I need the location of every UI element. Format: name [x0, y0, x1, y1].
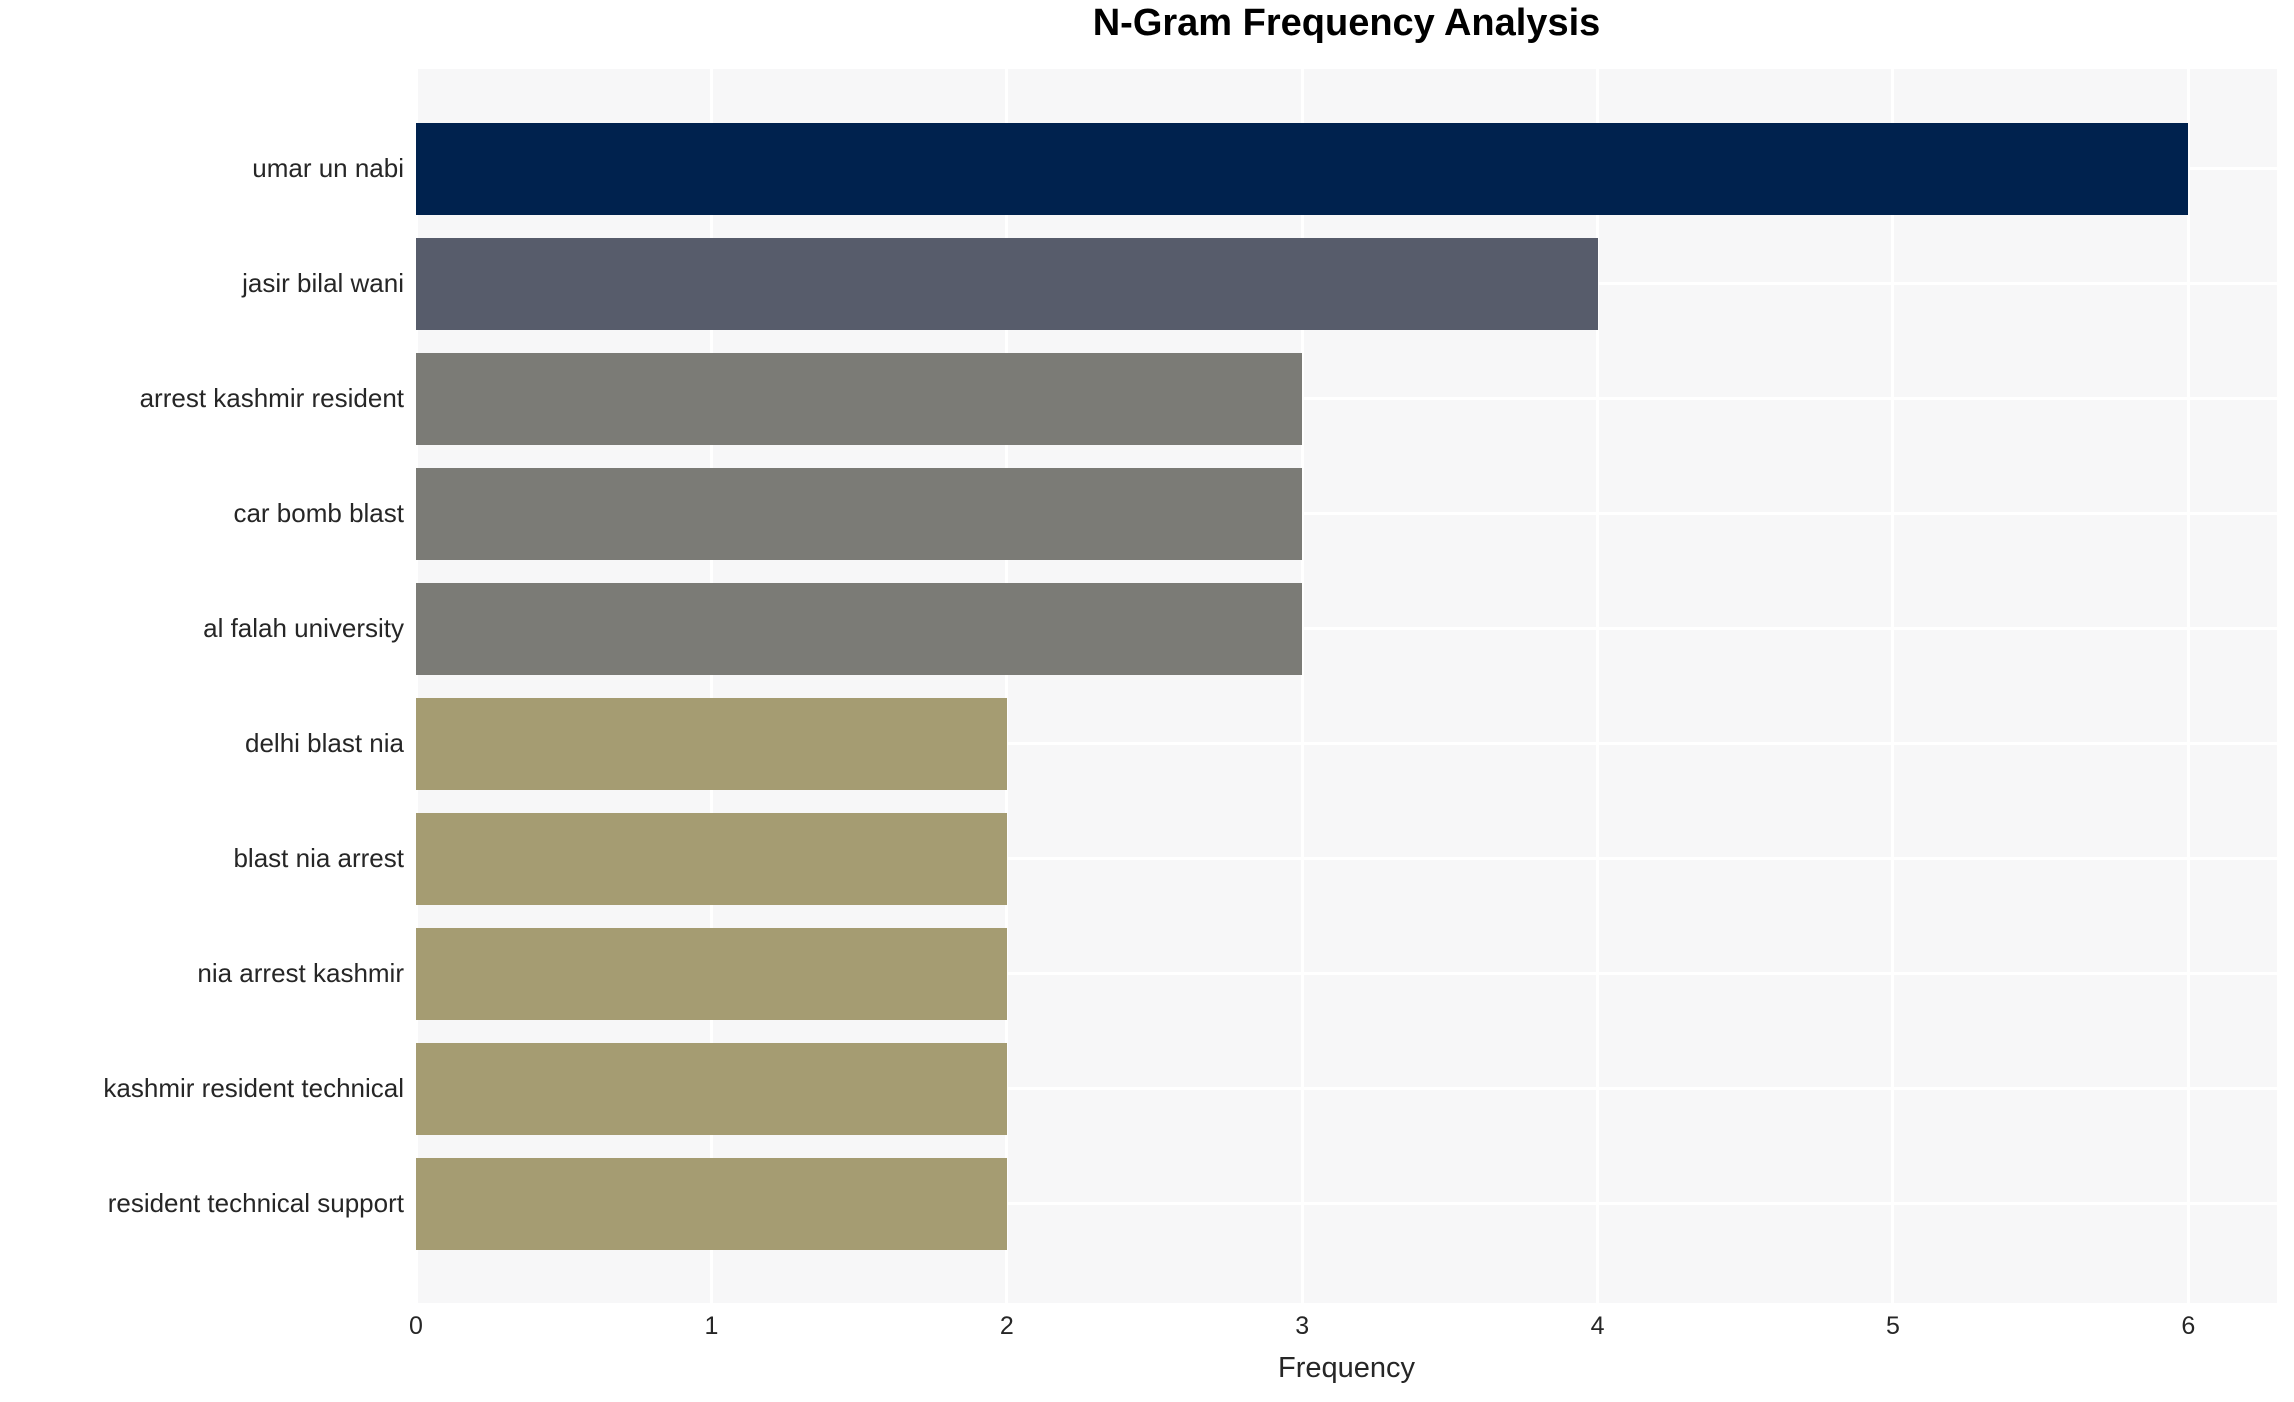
- bar-row: [416, 571, 2277, 686]
- bar-row: [416, 456, 2277, 571]
- x-tick-label: 2: [999, 1312, 1014, 1340]
- y-label-row: nia arrest kashmir: [0, 916, 404, 1031]
- horizontal-gridline: [416, 1087, 2277, 1090]
- horizontal-gridline: [416, 1202, 2277, 1205]
- y-label-row: arrest kashmir resident: [0, 341, 404, 456]
- bar-rows: [416, 69, 2277, 1303]
- vertical-gridline: [709, 69, 713, 1303]
- x-tick-label: 5: [1886, 1312, 1900, 1340]
- vertical-gridline: [1300, 69, 1304, 1303]
- horizontal-gridline: [416, 627, 2277, 630]
- y-tick-label: car bomb blast: [233, 498, 404, 528]
- vertical-gridline: [1891, 69, 1895, 1303]
- bar-kashmir-resident-technical: [416, 1042, 1007, 1135]
- vertical-gridline: [1005, 69, 1009, 1303]
- y-tick-label: nia arrest kashmir: [197, 958, 404, 988]
- chart-title: N-Gram Frequency Analysis: [1092, 2, 1601, 44]
- vertical-gridline: [2186, 69, 2190, 1303]
- y-label-row: jasir bilal wani: [0, 226, 404, 341]
- bar-nia-arrest-kashmir: [416, 927, 1007, 1020]
- x-tick-label: 0: [409, 1312, 423, 1340]
- horizontal-gridline: [416, 742, 2277, 745]
- vertical-gridline: [1596, 69, 1600, 1303]
- horizontal-gridline: [416, 857, 2277, 860]
- bar-row: [416, 111, 2277, 226]
- y-tick-label: jasir bilal wani: [242, 268, 404, 298]
- y-label-row: kashmir resident technical: [0, 1031, 404, 1146]
- bar-row: [416, 686, 2277, 801]
- bar-row: [416, 226, 2277, 341]
- y-label-row: car bomb blast: [0, 456, 404, 571]
- horizontal-gridline: [416, 397, 2277, 400]
- x-tick-label: 4: [1590, 1312, 1605, 1340]
- y-label-row: al falah university: [0, 571, 404, 686]
- bar-resident-technical-support: [416, 1157, 1007, 1250]
- y-label-row: blast nia arrest: [0, 801, 404, 916]
- y-tick-label: umar un nabi: [252, 153, 404, 183]
- bar-row: [416, 1031, 2277, 1146]
- y-label-row: umar un nabi: [0, 111, 404, 226]
- bar-al-falah-university: [416, 582, 1303, 675]
- bar-car-bomb-blast: [416, 467, 1303, 560]
- x-tick-label: 6: [2181, 1312, 2196, 1340]
- bar-blast-nia-arrest: [416, 812, 1007, 905]
- bar-delhi-blast-nia: [416, 697, 1007, 790]
- horizontal-gridline: [416, 512, 2277, 515]
- y-tick-label: al falah university: [203, 613, 404, 643]
- bar-jasir-bilal-wani: [416, 237, 1598, 330]
- y-tick-label: blast nia arrest: [233, 843, 404, 873]
- y-tick-label: kashmir resident technical: [103, 1073, 404, 1103]
- y-label-row: resident technical support: [0, 1146, 404, 1261]
- x-tick-label: 3: [1295, 1312, 1310, 1340]
- bar-row: [416, 916, 2277, 1031]
- y-axis-labels: umar un nabi jasir bilal wani arrest kashm…: [0, 69, 404, 1303]
- y-tick-label: resident technical support: [107, 1188, 404, 1218]
- vertical-gridline: [416, 69, 418, 1303]
- horizontal-gridline: [416, 972, 2277, 975]
- bar-row: [416, 1146, 2277, 1261]
- plot-area: [416, 69, 2277, 1303]
- bar-umar-un-nabi: [416, 122, 2189, 215]
- y-label-row: delhi blast nia: [0, 686, 404, 801]
- bar-row: [416, 341, 2277, 456]
- bar-arrest-kashmir-resident: [416, 352, 1303, 445]
- y-tick-label: delhi blast nia: [245, 728, 404, 758]
- x-axis-ticks: 0 1 2 3 4 5 6: [409, 1312, 2277, 1348]
- x-axis-label: Frequency: [1277, 1352, 1415, 1384]
- y-tick-label: arrest kashmir resident: [139, 383, 404, 413]
- bar-row: [416, 801, 2277, 916]
- x-tick-label: 1: [704, 1312, 719, 1340]
